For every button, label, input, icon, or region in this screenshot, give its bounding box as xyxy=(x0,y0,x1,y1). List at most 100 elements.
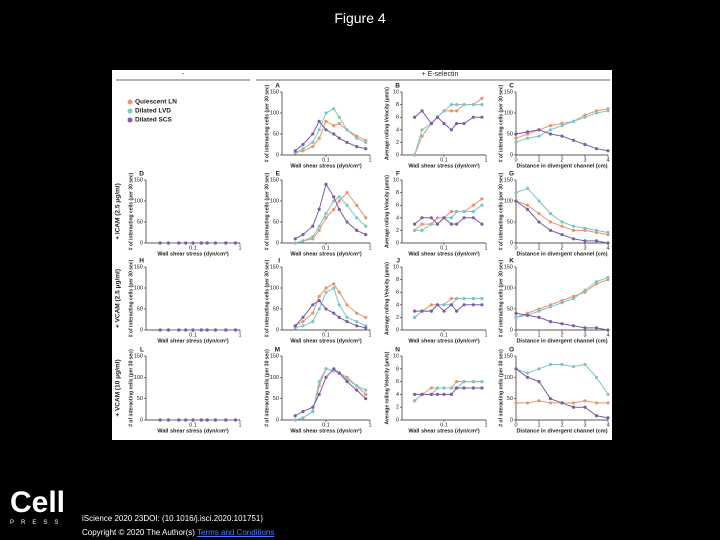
y-axis-label: # of interacting cells (per 30 sec) xyxy=(264,349,270,427)
legend-label: Dilated SCS xyxy=(135,117,173,124)
data-point xyxy=(571,119,576,123)
data-point xyxy=(455,121,459,126)
data-point xyxy=(413,115,417,119)
data-point xyxy=(462,121,466,126)
data-point xyxy=(332,132,336,136)
data-point xyxy=(224,241,228,245)
data-point xyxy=(324,111,328,115)
y-tick-label: 0 xyxy=(510,327,513,333)
y-tick-label: 50 xyxy=(137,306,143,312)
y-axis-label: # of interacting cells (per 30 sec) xyxy=(264,172,270,250)
data-point xyxy=(471,386,475,390)
x-tick-label: 1 xyxy=(484,422,487,428)
data-point xyxy=(471,303,475,307)
data-point xyxy=(345,203,349,207)
panel-letter: C xyxy=(509,83,514,90)
citation: iScience 2020 23DOI: (10.1016/j.isci.202… xyxy=(82,514,264,523)
data-point xyxy=(606,275,610,280)
data-point xyxy=(480,380,484,384)
series-line xyxy=(295,368,366,421)
data-point xyxy=(311,405,315,409)
y-tick-label: 4 xyxy=(396,127,399,133)
data-point xyxy=(311,140,315,144)
data-point xyxy=(455,109,459,113)
data-point xyxy=(471,296,475,301)
data-point xyxy=(311,409,315,414)
x-tick-label: 1 xyxy=(537,332,540,338)
panel-letter: E xyxy=(276,171,281,178)
panel-letter: N xyxy=(395,347,400,354)
data-point xyxy=(514,191,518,195)
y-axis-label: # of interacting cells (per 30 sec) xyxy=(128,349,134,427)
data-point xyxy=(332,107,336,111)
data-point xyxy=(606,230,610,235)
data-point xyxy=(594,228,599,232)
x-tick-label: 0 xyxy=(514,157,517,163)
data-point xyxy=(449,109,453,113)
header-right: + E-selectin xyxy=(422,71,459,78)
y-tick-label: 6 xyxy=(396,290,399,296)
y-tick-label: 0 xyxy=(276,417,279,423)
data-point xyxy=(525,207,530,211)
x-axis-label: Wall shear stress (dyn/cm²) xyxy=(290,337,361,344)
data-point xyxy=(205,328,209,332)
data-point xyxy=(429,386,433,390)
data-point xyxy=(435,222,440,226)
data-point xyxy=(364,392,368,396)
data-point xyxy=(337,315,341,319)
series-line xyxy=(295,287,366,329)
x-tick-label: 1 xyxy=(537,422,540,428)
data-point xyxy=(420,222,424,226)
y-axis-label: # of interacting cells (per 30 sec) xyxy=(128,172,134,250)
data-point xyxy=(413,315,417,319)
x-tick-label: 0.1 xyxy=(322,245,330,251)
data-point xyxy=(311,311,315,315)
x-tick-label: 2 xyxy=(560,422,563,428)
data-point xyxy=(548,128,553,132)
data-point xyxy=(293,237,297,241)
y-tick-label: 10 xyxy=(393,177,399,183)
data-point xyxy=(420,228,424,232)
data-point xyxy=(301,324,305,328)
x-tick-label: 1 xyxy=(238,422,241,428)
x-tick-label: 0.1 xyxy=(440,245,448,251)
x-tick-label: 1 xyxy=(238,245,241,251)
data-point xyxy=(537,212,541,216)
data-point xyxy=(548,401,553,405)
data-point xyxy=(420,128,424,132)
data-point xyxy=(442,386,446,390)
data-point xyxy=(583,115,587,119)
data-point xyxy=(177,241,181,245)
y-tick-label: 50 xyxy=(273,219,279,225)
data-point xyxy=(435,303,440,307)
data-point xyxy=(429,121,433,126)
data-point xyxy=(364,388,368,392)
data-point xyxy=(332,286,336,290)
y-tick-label: 8 xyxy=(396,277,399,283)
header-left: - xyxy=(182,71,185,78)
data-point xyxy=(199,328,203,332)
data-point xyxy=(355,216,359,220)
data-point xyxy=(345,220,349,224)
data-point xyxy=(205,418,209,422)
x-tick-label: 3 xyxy=(583,332,586,338)
x-tick-label: 4 xyxy=(606,157,609,163)
data-point xyxy=(332,124,336,128)
y-tick-label: 4 xyxy=(396,215,399,221)
y-tick-label: 0 xyxy=(140,240,143,246)
y-tick-label: 50 xyxy=(507,131,513,137)
x-tick-label: 1 xyxy=(537,157,540,163)
y-tick-label: 0 xyxy=(276,327,279,333)
data-point xyxy=(311,145,315,149)
series-line xyxy=(294,299,366,329)
data-point xyxy=(514,315,518,319)
data-point xyxy=(429,222,433,226)
data-point xyxy=(606,241,610,245)
data-point xyxy=(606,401,610,405)
data-point xyxy=(514,401,518,405)
data-point xyxy=(213,418,218,422)
terms-link[interactable]: Terms and Conditions xyxy=(197,528,275,537)
y-axis-label: Average rolling Velocity (μm/s) xyxy=(384,351,390,424)
data-point xyxy=(317,392,321,396)
x-axis-label: Wall shear stress (dyn/cm²) xyxy=(157,427,228,434)
